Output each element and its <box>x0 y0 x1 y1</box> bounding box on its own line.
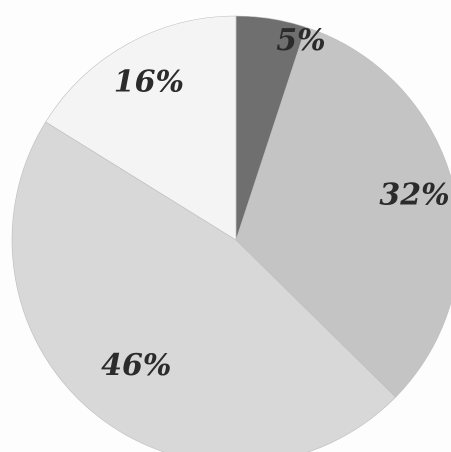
labels-layer: 5% 32% 46% 16% <box>101 23 449 383</box>
pie-slice-label-46: 46% <box>101 348 171 383</box>
pie-slice-label-32: 32% <box>379 178 449 213</box>
pie-slice-label-5: 5% <box>276 23 325 58</box>
pie-slice-32 <box>235 26 451 398</box>
pie-slice-16 <box>45 15 237 241</box>
pie-slice-label-16: 16% <box>114 64 184 99</box>
slices-layer <box>11 15 451 452</box>
pie-slice-46 <box>11 121 397 452</box>
